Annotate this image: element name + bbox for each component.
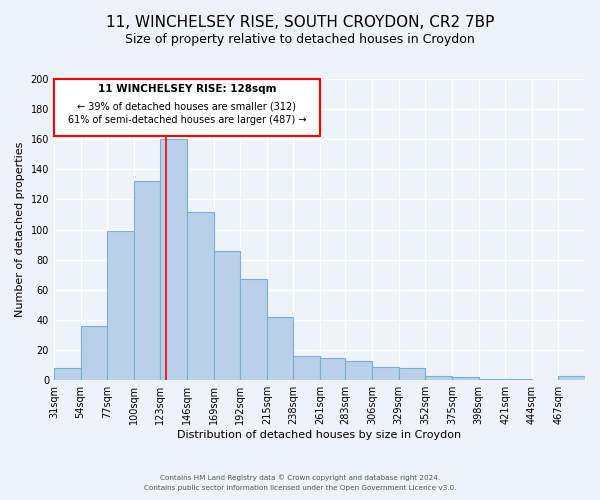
Bar bbox=[187, 212, 214, 380]
Y-axis label: Number of detached properties: Number of detached properties bbox=[15, 142, 25, 318]
Text: Contains public sector information licensed under the Open Government Licence v3: Contains public sector information licen… bbox=[144, 485, 456, 491]
Bar bbox=[320, 358, 346, 380]
Bar bbox=[346, 360, 372, 380]
Bar bbox=[240, 280, 267, 380]
Text: 11, WINCHELSEY RISE, SOUTH CROYDON, CR2 7BP: 11, WINCHELSEY RISE, SOUTH CROYDON, CR2 … bbox=[106, 15, 494, 30]
Text: 61% of semi-detached houses are larger (487) →: 61% of semi-detached houses are larger (… bbox=[68, 116, 306, 126]
Bar bbox=[54, 368, 80, 380]
Bar bbox=[372, 366, 399, 380]
Bar bbox=[214, 250, 240, 380]
Bar bbox=[293, 356, 320, 380]
X-axis label: Distribution of detached houses by size in Croydon: Distribution of detached houses by size … bbox=[178, 430, 461, 440]
FancyBboxPatch shape bbox=[54, 79, 320, 136]
Bar bbox=[399, 368, 425, 380]
Bar bbox=[267, 317, 293, 380]
Text: Contains HM Land Registry data © Crown copyright and database right 2024.: Contains HM Land Registry data © Crown c… bbox=[160, 474, 440, 481]
Bar bbox=[505, 378, 532, 380]
Bar bbox=[452, 377, 479, 380]
Bar bbox=[425, 376, 452, 380]
Bar bbox=[134, 182, 160, 380]
Bar bbox=[479, 378, 505, 380]
Bar bbox=[559, 376, 585, 380]
Bar bbox=[80, 326, 107, 380]
Text: Size of property relative to detached houses in Croydon: Size of property relative to detached ho… bbox=[125, 32, 475, 46]
Text: 11 WINCHELSEY RISE: 128sqm: 11 WINCHELSEY RISE: 128sqm bbox=[98, 84, 276, 94]
Text: ← 39% of detached houses are smaller (312): ← 39% of detached houses are smaller (31… bbox=[77, 101, 296, 111]
Bar bbox=[160, 139, 187, 380]
Bar bbox=[107, 231, 134, 380]
